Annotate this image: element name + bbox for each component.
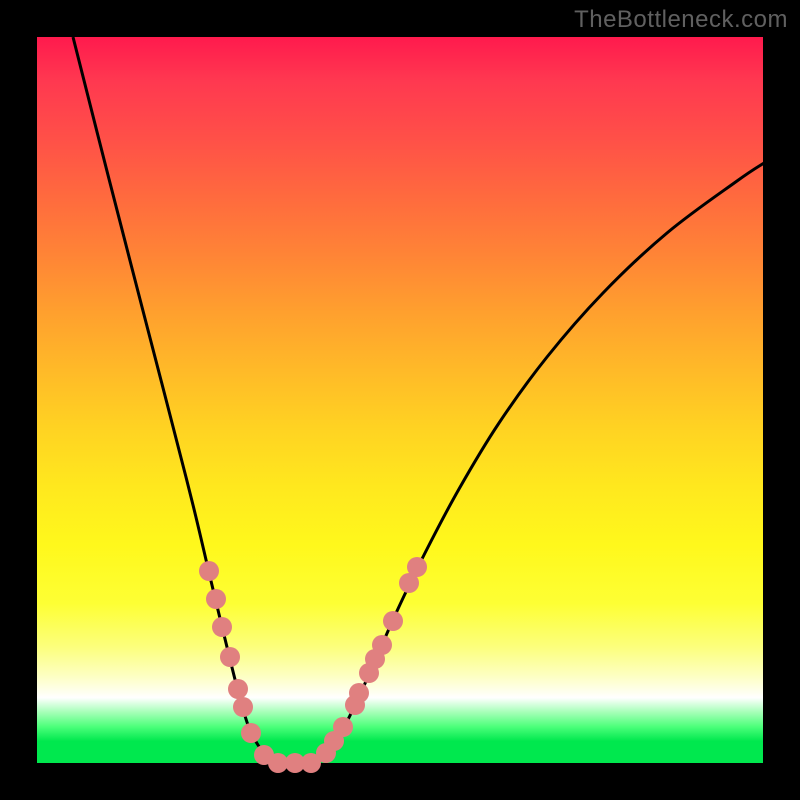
chart-svg xyxy=(37,37,763,763)
data-marker xyxy=(383,611,403,631)
data-marker xyxy=(212,617,232,637)
plot-area xyxy=(37,37,763,763)
data-marker xyxy=(220,647,240,667)
data-marker xyxy=(407,557,427,577)
bottleneck-curve xyxy=(73,37,764,763)
data-marker xyxy=(206,589,226,609)
data-marker xyxy=(233,697,253,717)
watermark-text: TheBottleneck.com xyxy=(574,6,788,34)
data-marker xyxy=(241,723,261,743)
data-marker xyxy=(199,561,219,581)
marker-group xyxy=(199,557,427,773)
data-marker xyxy=(228,679,248,699)
data-marker xyxy=(349,683,369,703)
data-marker xyxy=(372,635,392,655)
data-marker xyxy=(333,717,353,737)
